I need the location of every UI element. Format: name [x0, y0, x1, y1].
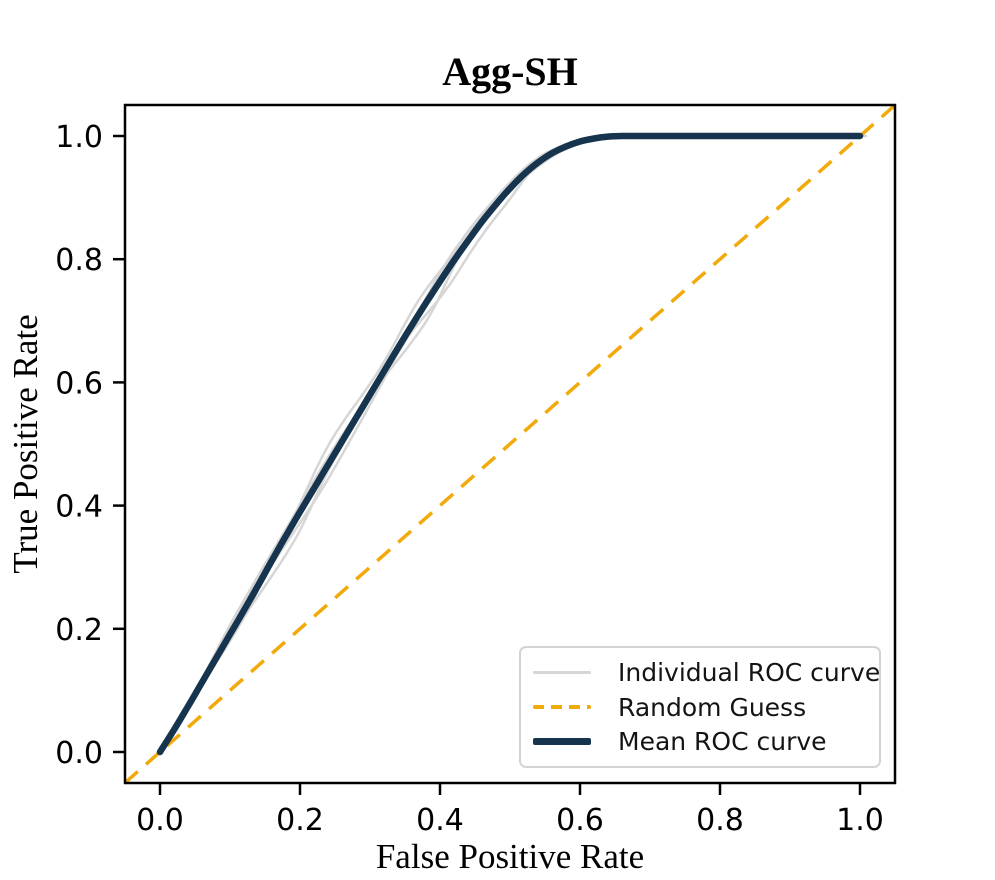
- y-tick-label: 0.4: [55, 490, 103, 525]
- y-tick-label: 1.0: [55, 120, 103, 155]
- x-axis-label: False Positive Rate: [375, 837, 645, 876]
- legend-item-mean-roc: Mean ROC curve: [533, 727, 869, 756]
- individual-roc-line-swatch: [533, 670, 591, 674]
- x-tick-label: 0.4: [416, 803, 464, 838]
- y-tick-label: 0.6: [55, 366, 103, 401]
- legend-label-individual-roc: Individual ROC curve: [618, 657, 881, 687]
- x-tick-label: 0.0: [136, 803, 184, 838]
- x-tick-label: 0.8: [696, 803, 744, 838]
- mean-roc-line-swatch: [533, 738, 591, 746]
- x-tick-label: 0.2: [276, 803, 324, 838]
- legend-box: Individual ROC curve Random Guess Mean R…: [519, 646, 881, 768]
- legend-label-mean-roc: Mean ROC curve: [618, 727, 827, 757]
- y-tick-label: 0.2: [55, 613, 103, 648]
- random-guess-line-swatch: [533, 705, 591, 709]
- y-tick-label: 0.0: [55, 736, 103, 771]
- legend-label-random-guess: Random Guess: [618, 692, 807, 722]
- chart-title: Agg-SH: [442, 49, 578, 94]
- x-tick-label: 1.0: [836, 803, 884, 838]
- x-tick-label: 0.6: [556, 803, 604, 838]
- legend-item-random-guess: Random Guess: [533, 693, 869, 722]
- y-axis-label: True Positive Rate: [6, 314, 45, 574]
- y-tick-label: 0.8: [55, 243, 103, 278]
- legend-item-individual-roc: Individual ROC curve: [533, 658, 880, 687]
